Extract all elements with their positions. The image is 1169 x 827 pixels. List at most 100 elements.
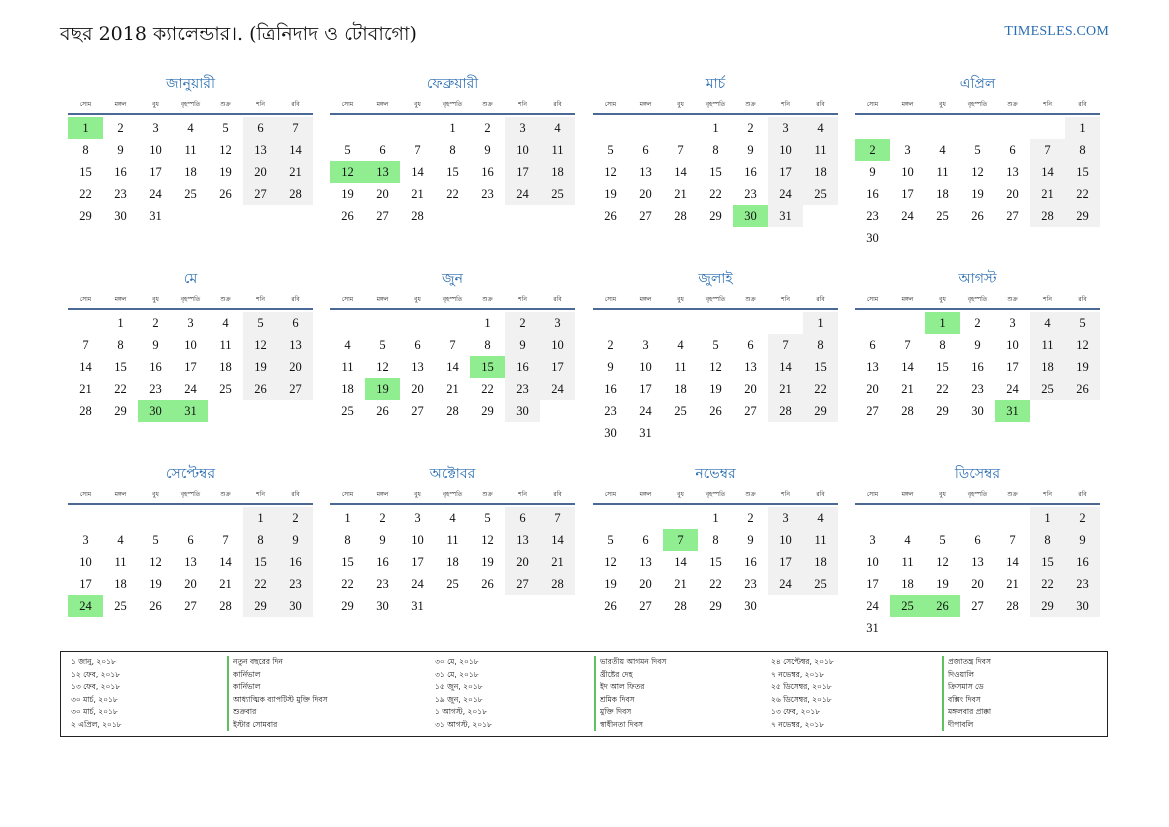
day-cell[interactable]: 16 — [604, 382, 617, 396]
day-cell[interactable]: 23 — [744, 577, 757, 591]
day-cell[interactable]: 13 — [278, 334, 313, 356]
day-cell[interactable]: 26 — [376, 404, 389, 418]
day-cell[interactable]: 1 — [712, 121, 719, 135]
day-cell[interactable]: 14 — [446, 360, 459, 374]
day-cell[interactable]: 4 — [939, 143, 946, 157]
day-cell[interactable]: 19 — [219, 165, 232, 179]
day-cell[interactable]: 14 — [674, 165, 687, 179]
day-cell[interactable]: 11 — [446, 533, 459, 547]
day-cell[interactable]: 4 — [540, 117, 575, 139]
day-cell[interactable]: 21 — [79, 382, 92, 396]
day-cell[interactable]: 7 — [540, 507, 575, 529]
day-cell[interactable]: 10 — [901, 165, 914, 179]
day-cell[interactable]: 13 — [639, 555, 652, 569]
day-cell[interactable]: 18 — [114, 577, 127, 591]
day-cell[interactable]: 12 — [1065, 334, 1100, 356]
day-cell[interactable]: 10 — [639, 360, 652, 374]
day-cell[interactable]: 24 — [901, 209, 914, 223]
day-cell[interactable]: 9 — [1065, 529, 1100, 551]
day-cell[interactable]: 3 — [414, 511, 421, 525]
day-cell[interactable]: 13 — [866, 360, 879, 374]
day-cell[interactable]: 24 — [866, 599, 879, 613]
day-cell[interactable]: 6 — [243, 117, 278, 139]
day-cell[interactable]: 9 — [747, 143, 754, 157]
day-cell[interactable]: 26 — [709, 404, 722, 418]
day-cell[interactable]: 11 — [901, 555, 914, 569]
day-cell[interactable]: 17 — [149, 165, 162, 179]
day-cell[interactable]: 16 — [744, 165, 757, 179]
day-cell[interactable]: 16 — [278, 551, 313, 573]
day-cell[interactable]: 24 — [505, 183, 540, 205]
day-cell[interactable]: 24 — [149, 187, 162, 201]
day-cell[interactable]: 18 — [219, 360, 232, 374]
day-cell[interactable]: 29 — [243, 595, 278, 617]
day-cell[interactable]: 10 — [540, 334, 575, 356]
day-cell[interactable]: 15 — [114, 360, 127, 374]
day-cell[interactable]: 14 — [1006, 555, 1019, 569]
day-cell[interactable]: 4 — [677, 338, 684, 352]
day-cell[interactable]: 28 — [901, 404, 914, 418]
day-cell[interactable]: 12 — [243, 334, 278, 356]
day-cell[interactable]: 15 — [1065, 161, 1100, 183]
holiday-day-cell[interactable]: 7 — [663, 529, 698, 551]
day-cell[interactable]: 27 — [411, 404, 424, 418]
day-cell[interactable]: 7 — [414, 143, 421, 157]
day-cell[interactable]: 25 — [803, 183, 838, 205]
day-cell[interactable]: 28 — [674, 599, 687, 613]
day-cell[interactable]: 27 — [866, 404, 879, 418]
day-cell[interactable]: 15 — [1030, 551, 1065, 573]
day-cell[interactable]: 27 — [505, 573, 540, 595]
day-cell[interactable]: 11 — [219, 338, 232, 352]
day-cell[interactable]: 29 — [1065, 205, 1100, 227]
day-cell[interactable]: 20 — [184, 577, 197, 591]
day-cell[interactable]: 1 — [1065, 117, 1100, 139]
day-cell[interactable]: 26 — [604, 599, 617, 613]
day-cell[interactable]: 16 — [505, 356, 540, 378]
day-cell[interactable]: 16 — [149, 360, 162, 374]
day-cell[interactable]: 29 — [936, 404, 949, 418]
day-cell[interactable]: 25 — [341, 404, 354, 418]
day-cell[interactable]: 22 — [1065, 183, 1100, 205]
day-cell[interactable]: 7 — [768, 334, 803, 356]
day-cell[interactable]: 10 — [768, 529, 803, 551]
day-cell[interactable]: 6 — [642, 533, 649, 547]
day-cell[interactable]: 22 — [243, 573, 278, 595]
day-cell[interactable]: 29 — [341, 599, 354, 613]
day-cell[interactable]: 14 — [674, 555, 687, 569]
day-cell[interactable]: 6 — [379, 143, 386, 157]
day-cell[interactable]: 8 — [712, 143, 719, 157]
day-cell[interactable]: 2 — [1065, 507, 1100, 529]
day-cell[interactable]: 3 — [869, 533, 876, 547]
day-cell[interactable]: 5 — [939, 533, 946, 547]
day-cell[interactable]: 6 — [747, 338, 754, 352]
holiday-day-cell[interactable]: 12 — [330, 161, 365, 183]
day-cell[interactable]: 31 — [768, 205, 803, 227]
day-cell[interactable]: 30 — [278, 595, 313, 617]
day-cell[interactable]: 26 — [1065, 378, 1100, 400]
day-cell[interactable]: 3 — [187, 316, 194, 330]
day-cell[interactable]: 28 — [278, 183, 313, 205]
day-cell[interactable]: 7 — [677, 143, 684, 157]
day-cell[interactable]: 27 — [184, 599, 197, 613]
day-cell[interactable]: 29 — [803, 400, 838, 422]
day-cell[interactable]: 28 — [411, 209, 424, 223]
day-cell[interactable]: 5 — [1065, 312, 1100, 334]
day-cell[interactable]: 5 — [974, 143, 981, 157]
day-cell[interactable]: 7 — [1030, 139, 1065, 161]
day-cell[interactable]: 2 — [747, 511, 754, 525]
day-cell[interactable]: 2 — [152, 316, 159, 330]
day-cell[interactable]: 27 — [639, 599, 652, 613]
day-cell[interactable]: 7 — [278, 117, 313, 139]
day-cell[interactable]: 14 — [79, 360, 92, 374]
day-cell[interactable]: 9 — [278, 529, 313, 551]
day-cell[interactable]: 6 — [642, 143, 649, 157]
day-cell[interactable]: 28 — [768, 400, 803, 422]
day-cell[interactable]: 10 — [149, 143, 162, 157]
day-cell[interactable]: 13 — [411, 360, 424, 374]
day-cell[interactable]: 4 — [803, 507, 838, 529]
day-cell[interactable]: 9 — [607, 360, 614, 374]
day-cell[interactable]: 8 — [939, 338, 946, 352]
day-cell[interactable]: 13 — [639, 165, 652, 179]
day-cell[interactable]: 4 — [1030, 312, 1065, 334]
day-cell[interactable]: 17 — [184, 360, 197, 374]
